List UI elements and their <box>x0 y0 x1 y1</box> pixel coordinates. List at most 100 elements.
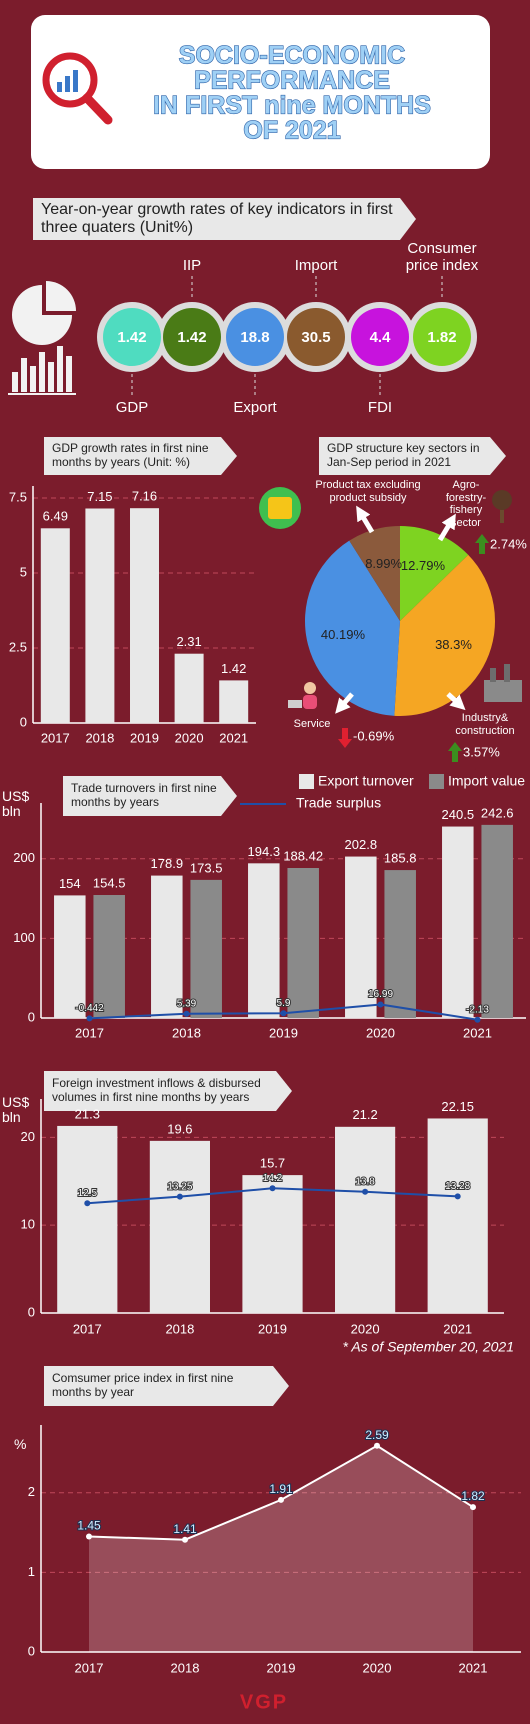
bar <box>93 895 125 1018</box>
y-tick-label: 1 <box>28 1564 35 1579</box>
category-label-box: Industry& construction <box>455 712 515 737</box>
indicator-label: FDI <box>367 400 393 416</box>
section-title: GDP structure key sectors in Jan-Sep per… <box>327 441 480 469</box>
section-title: Trade turnovers in first nine months by … <box>71 781 217 809</box>
title-banner <box>319 437 506 475</box>
indicator-value: 1.42 <box>117 329 146 346</box>
line-point <box>84 1200 91 1207</box>
section-title-box: Trade turnovers in first nine months by … <box>71 781 217 809</box>
category-label: Service <box>293 718 331 730</box>
bar <box>442 826 474 1018</box>
value-label: 242.6 <box>481 805 514 820</box>
service-person-icon <box>288 682 317 709</box>
indicator-bubble <box>287 308 345 366</box>
point-label: 13.25 <box>167 1181 192 1192</box>
indicator-label-box: IIP <box>182 256 202 274</box>
value-label: 240.5 <box>442 807 475 822</box>
legend-label: Import value <box>448 773 525 789</box>
category-label-box: Service <box>293 718 331 730</box>
y-tick-label: 0 <box>28 1643 35 1658</box>
value-label: 21.3 <box>75 1106 100 1121</box>
point-label: 16.99 <box>368 989 393 1000</box>
legend-label: Export turnover <box>318 773 414 789</box>
slice-label: 8.99% <box>365 556 402 571</box>
x-tick-label: 2019 <box>267 1660 296 1675</box>
title-line: SOCIO-ECONOMIC <box>179 42 405 70</box>
y-tick-label: 5 <box>20 564 27 579</box>
x-tick-label: 2018 <box>171 1660 200 1675</box>
bar <box>427 1118 488 1313</box>
section-title: Year-on-year growth rates of key indicat… <box>41 200 393 236</box>
indicator-label-box: GDP <box>116 400 149 416</box>
value-label: 1.42 <box>221 661 246 676</box>
bar <box>54 895 86 1018</box>
section-title: GDP growth rates in first nine months by… <box>52 441 209 469</box>
stats-icon <box>8 281 76 395</box>
y-axis-label-box: US$ bln <box>2 789 29 819</box>
bar <box>248 863 280 1018</box>
category-label: Industry& construction <box>455 712 515 737</box>
title-banner <box>44 437 237 475</box>
value-label: 185.8 <box>384 851 417 866</box>
pie-slice <box>394 554 495 716</box>
y-tick-label: 2 <box>28 1484 35 1499</box>
point-label: 13.8 <box>355 1176 375 1187</box>
indicator-bubble <box>413 308 471 366</box>
indicator-label: Import <box>294 256 338 274</box>
y-tick-label: 20 <box>21 1129 35 1144</box>
legend-swatch <box>429 774 444 789</box>
section-title: Foreign investment inflows & disbursed v… <box>52 1076 261 1104</box>
factory-icon <box>484 664 522 702</box>
y-tick-label: 10 <box>21 1217 35 1232</box>
y-tick-label: 0 <box>28 1009 35 1024</box>
indicator-bubble <box>226 308 284 366</box>
line-point <box>183 1010 190 1017</box>
slice-label: 12.79% <box>401 558 446 573</box>
point-label: 14.2 <box>263 1173 283 1184</box>
line-point <box>374 1442 380 1449</box>
bar <box>384 870 416 1018</box>
title-banner <box>44 1071 292 1111</box>
x-tick-label: 2017 <box>41 730 70 745</box>
x-tick-label: 2017 <box>75 1025 104 1040</box>
value-label: 194.3 <box>248 844 281 859</box>
point-label: 12.5 <box>78 1188 98 1199</box>
bar <box>219 680 249 723</box>
tree-icon <box>492 490 512 523</box>
x-tick-label: 2020 <box>175 730 204 745</box>
change-label: 3.57% <box>463 744 500 759</box>
line-point <box>470 1504 476 1511</box>
change-arrow-up <box>448 742 462 762</box>
note: * As of September 20, 2021 <box>343 1339 514 1355</box>
title-banner <box>44 1366 289 1406</box>
x-tick-label: 2019 <box>269 1025 298 1040</box>
section-title-box: Foreign investment inflows & disbursed v… <box>52 1076 261 1104</box>
value-label: 178.9 <box>151 856 184 871</box>
value-label: 7.15 <box>87 489 112 504</box>
bar <box>151 875 183 1018</box>
x-tick-label: 2019 <box>130 730 159 745</box>
indicator-label-box: Import <box>294 256 338 274</box>
point-label: -0.442 <box>75 1003 104 1014</box>
indicator-value: 1.42 <box>177 329 206 346</box>
section-title-box: GDP structure key sectors in Jan-Sep per… <box>327 441 480 469</box>
line-point <box>176 1193 183 1200</box>
tax-icon <box>259 487 301 529</box>
bar <box>57 1125 118 1313</box>
line-point <box>86 1533 92 1540</box>
change-label: -0.69% <box>353 728 395 743</box>
indicator-label-box: Export <box>233 400 276 416</box>
line-point <box>377 1001 384 1008</box>
title-line: OF 2021 <box>243 117 340 145</box>
section-title-box: Year-on-year growth rates of key indicat… <box>41 200 393 236</box>
change-arrow-up <box>475 534 489 554</box>
indicator-label: Consumer price index <box>405 240 479 274</box>
y-tick-label: 0 <box>28 1304 35 1319</box>
y-axis-label: % <box>14 1437 27 1452</box>
indicator-label: IIP <box>182 256 202 274</box>
point-label: 13.28 <box>445 1181 470 1192</box>
x-tick-label: 2021 <box>219 730 248 745</box>
x-tick-label: 2021 <box>459 1660 488 1675</box>
value-label: 154.5 <box>93 875 126 890</box>
